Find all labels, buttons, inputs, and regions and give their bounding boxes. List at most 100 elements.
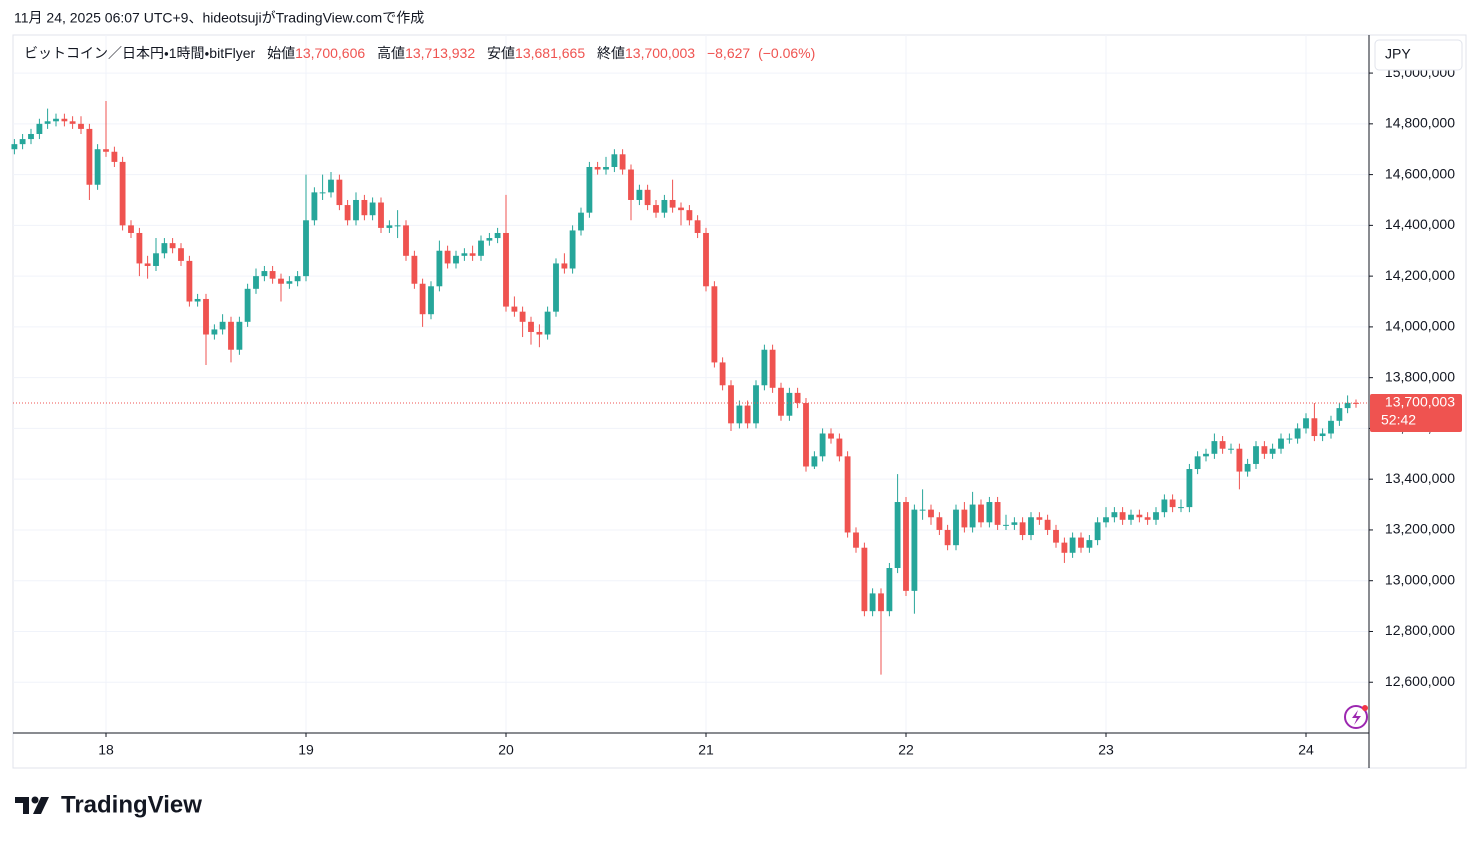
candle-body — [128, 225, 134, 233]
candle-body — [1011, 522, 1018, 525]
currency-button[interactable] — [1374, 39, 1463, 71]
candle-body — [1019, 522, 1026, 536]
candle-body — [536, 331, 543, 335]
y-tick-label: 14,400,000 — [1385, 216, 1455, 232]
y-tick-label: 13,800,000 — [1385, 368, 1455, 384]
candle-body — [369, 202, 376, 216]
candle-body — [228, 321, 234, 350]
candle-body — [1044, 519, 1051, 530]
currency[interactable]: JPY — [1385, 46, 1411, 62]
alert-bolt[interactable] — [1352, 710, 1361, 725]
candle-body — [61, 118, 68, 122]
candle-body — [494, 232, 501, 239]
candle-body — [53, 118, 59, 122]
alert-icon[interactable] — [1344, 705, 1368, 729]
candle-body — [1336, 408, 1343, 421]
candle-body — [619, 154, 626, 170]
candle-body — [203, 298, 209, 335]
candle-body — [1136, 514, 1143, 518]
candle-body — [761, 349, 768, 386]
candle-body — [453, 255, 459, 264]
candle-body — [1269, 448, 1276, 454]
candle-body — [1094, 522, 1101, 541]
price-tag-label: 13,700,003 — [1385, 394, 1455, 410]
candle-body — [69, 121, 76, 124]
candle-body — [378, 202, 384, 228]
legend-value: 13,681,665 — [515, 45, 585, 61]
candle-body — [553, 263, 559, 312]
candle-body — [628, 169, 634, 200]
candle-body — [461, 253, 468, 256]
candle-body — [503, 232, 509, 307]
candle-body — [803, 403, 809, 467]
candle-body — [861, 547, 868, 612]
change-pct: (−0.06%) — [758, 45, 815, 61]
candle-body — [219, 321, 226, 330]
candle-body — [736, 405, 743, 424]
candle-body — [894, 502, 901, 569]
candle-body — [103, 149, 109, 152]
candle-body — [686, 210, 693, 221]
x-tick-label: 21 — [698, 742, 714, 758]
y-tick-label: 12,600,000 — [1385, 673, 1455, 689]
candle-body — [1244, 463, 1251, 472]
candle-body — [111, 151, 118, 162]
candle-body — [1311, 418, 1318, 437]
candle-body — [844, 456, 851, 533]
candle-body — [436, 250, 443, 287]
candle-body — [819, 433, 826, 457]
candle-body — [903, 502, 909, 591]
candle-body — [719, 362, 726, 386]
candle-body — [1253, 446, 1259, 464]
candle-body — [711, 286, 718, 363]
candle-body — [1153, 512, 1159, 520]
candle-body — [1303, 418, 1309, 429]
candle-body — [394, 225, 401, 227]
logo-mark — [33, 797, 49, 814]
candle-body — [578, 212, 584, 231]
y-tick-label: 13,400,000 — [1385, 470, 1455, 486]
candle-body — [878, 593, 884, 612]
symbol: ビットコイン／日本円・1時間・bitFlyer — [24, 45, 256, 61]
candle-body — [928, 509, 934, 518]
candle-body — [353, 199, 359, 221]
candle-body — [1194, 456, 1201, 470]
alert-dot[interactable] — [1362, 705, 1368, 711]
candle-body — [669, 199, 676, 208]
candle-body — [244, 288, 251, 322]
candle-body — [703, 232, 709, 287]
candle-body — [94, 149, 101, 185]
candle-body — [1128, 514, 1134, 520]
candle-body — [36, 123, 43, 134]
candle-body — [469, 253, 476, 256]
candle-body — [1203, 453, 1209, 457]
x-tick-label: 24 — [1298, 742, 1314, 758]
x-tick-label: 19 — [298, 742, 314, 758]
candle-body — [1086, 540, 1093, 548]
candle-body — [794, 392, 801, 404]
candle-body — [1261, 446, 1268, 454]
candle-body — [769, 349, 776, 388]
candle-body — [744, 405, 751, 424]
candle-body — [636, 189, 643, 200]
candle-body — [136, 232, 143, 264]
candle-body — [1061, 542, 1068, 553]
x-tick-label: 18 — [98, 742, 114, 758]
candle-body — [419, 283, 426, 315]
candle-body — [1328, 420, 1334, 434]
candle-body — [753, 385, 759, 424]
y-tick-label: 14,000,000 — [1385, 318, 1455, 334]
candle-body — [161, 243, 168, 254]
change: −8,627 — [707, 45, 750, 61]
candle-body — [1111, 512, 1118, 518]
candle-body — [594, 166, 601, 170]
candle-body — [678, 207, 684, 211]
candle-body — [253, 276, 259, 289]
candle-body — [978, 504, 984, 523]
candle-body — [586, 166, 593, 213]
candle-body — [1353, 402, 1359, 404]
y-tick-label: 13,200,000 — [1385, 521, 1455, 537]
y-tick-label: 12,800,000 — [1385, 622, 1455, 638]
